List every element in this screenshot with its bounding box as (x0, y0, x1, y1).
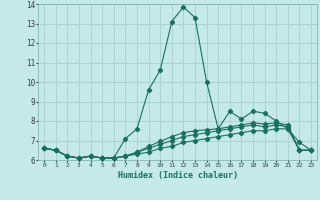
X-axis label: Humidex (Indice chaleur): Humidex (Indice chaleur) (118, 171, 238, 180)
